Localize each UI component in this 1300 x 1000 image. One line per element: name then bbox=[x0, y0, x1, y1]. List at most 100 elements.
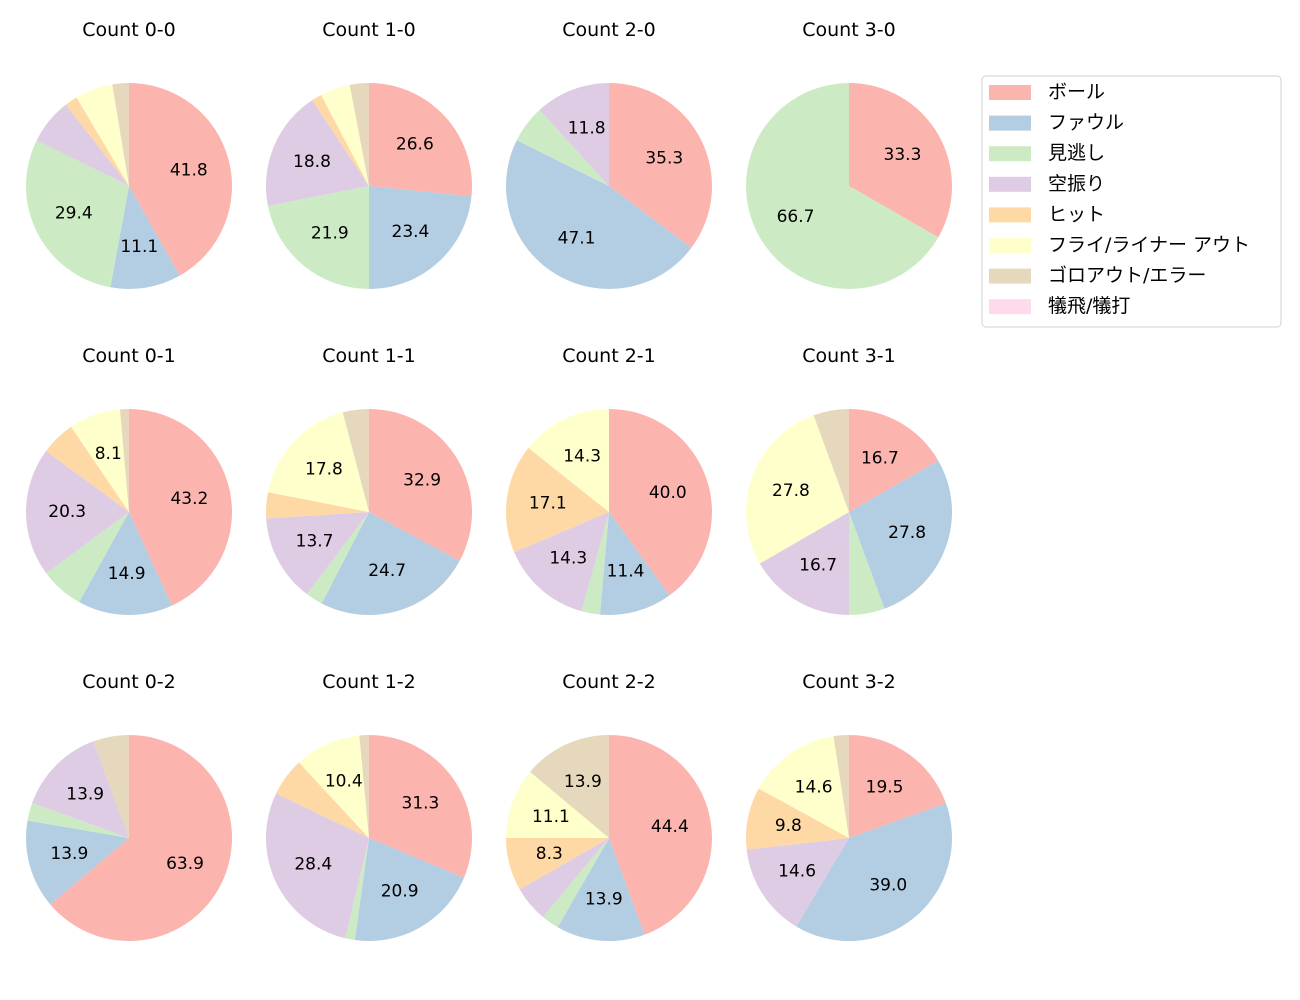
pie-slice bbox=[298, 735, 369, 838]
pie-7: Count 2-1 40.0 11.4 14.3 17.1 14.3 bbox=[506, 345, 713, 615]
slice-label: 27.8 bbox=[888, 523, 926, 543]
pie-title: Count 0-0 bbox=[82, 19, 176, 41]
pie-slice bbox=[849, 83, 953, 238]
pie-slice bbox=[539, 83, 609, 186]
pie-slice bbox=[609, 83, 712, 248]
pie-slice bbox=[26, 820, 130, 905]
slice-label: 31.3 bbox=[402, 794, 440, 814]
slice-label: 24.7 bbox=[368, 561, 406, 581]
pie-slice bbox=[312, 94, 369, 186]
pie-slice bbox=[112, 83, 129, 186]
slice-label: 13.9 bbox=[564, 772, 602, 792]
slice-label: 66.7 bbox=[777, 207, 815, 227]
legend-label: ヒット bbox=[1048, 203, 1105, 225]
slice-label: 44.4 bbox=[651, 817, 689, 837]
pie-slice bbox=[516, 109, 609, 186]
legend-frame bbox=[981, 75, 1282, 328]
legend-label: ファウル bbox=[1048, 112, 1124, 134]
pie-8: Count 3-1 16.7 27.8 16.7 27.8 bbox=[746, 345, 952, 615]
pie-2: Count 1-0 26.6 23.4 21.9 18.8 bbox=[266, 19, 473, 289]
pie-slice bbox=[79, 512, 172, 615]
pie-slice bbox=[542, 838, 609, 928]
pie-slice bbox=[27, 802, 129, 838]
pie-slice bbox=[506, 447, 609, 553]
legend-swatch bbox=[989, 146, 1031, 162]
slice-label: 32.9 bbox=[403, 470, 441, 490]
slice-label: 47.1 bbox=[558, 229, 596, 249]
legend-label: フライ/ライナー アウト bbox=[1048, 234, 1250, 256]
pie-slice bbox=[71, 409, 129, 512]
pie-slice bbox=[369, 186, 472, 289]
slice-label: 11.4 bbox=[607, 562, 645, 582]
pie-title: Count 3-2 bbox=[802, 671, 896, 693]
slice-label: 11.1 bbox=[532, 807, 570, 827]
pie-1: Count 0-0 41.8 11.1 29.4 bbox=[25, 19, 233, 289]
pie-slice bbox=[266, 492, 369, 519]
pie-slice bbox=[599, 512, 670, 615]
pie-slice bbox=[833, 735, 849, 838]
slice-label: 20.9 bbox=[381, 882, 419, 902]
slice-label: 14.6 bbox=[795, 777, 833, 797]
pie-slice bbox=[609, 735, 713, 935]
slice-label: 16.7 bbox=[799, 556, 837, 576]
pie-slice bbox=[746, 415, 849, 564]
pie-12: Count 3-2 19.5 39.0 14.6 9.8 14.6 bbox=[746, 671, 952, 941]
pie-3: Count 2-0 35.3 47.1 11.8 bbox=[505, 19, 712, 290]
pie-slice bbox=[306, 512, 369, 604]
pie-slice bbox=[359, 735, 369, 838]
pie-slice bbox=[354, 838, 465, 941]
legend-swatch bbox=[989, 299, 1031, 315]
pie-5: Count 0-1 43.2 14.9 20.3 8.1 bbox=[25, 345, 232, 615]
legend-label: ゴロアウト/エラー bbox=[1048, 265, 1206, 287]
legend-label: ボール bbox=[1048, 81, 1105, 103]
pie-slice bbox=[369, 409, 473, 562]
pie-slice bbox=[129, 409, 232, 606]
slice-label: 11.8 bbox=[568, 118, 606, 138]
slice-label: 33.3 bbox=[884, 145, 922, 165]
pie-slice bbox=[65, 97, 129, 186]
slice-label: 13.9 bbox=[50, 844, 88, 864]
pie-slice bbox=[342, 409, 369, 512]
pie-slice bbox=[609, 409, 713, 596]
pie-slice bbox=[849, 460, 952, 609]
pie-slice bbox=[321, 512, 460, 615]
pie-slice bbox=[369, 83, 473, 197]
legend-swatch bbox=[989, 207, 1031, 223]
slice-label: 39.0 bbox=[869, 876, 907, 896]
pie-6: Count 1-1 32.9 24.7 13.7 17.8 bbox=[266, 345, 473, 615]
slice-label: 18.8 bbox=[293, 152, 331, 172]
slice-label: 23.4 bbox=[392, 222, 430, 242]
slice-label: 13.7 bbox=[296, 531, 334, 551]
pie-slice bbox=[745, 83, 939, 289]
pie-slice bbox=[746, 788, 849, 850]
slice-label: 14.3 bbox=[563, 446, 601, 466]
pie-slice bbox=[581, 512, 609, 615]
slice-label: 28.4 bbox=[294, 855, 332, 875]
slice-label: 17.8 bbox=[305, 460, 343, 480]
pie-slice bbox=[46, 426, 129, 512]
pie-title: Count 1-2 bbox=[322, 671, 416, 693]
pie-slice bbox=[796, 803, 952, 941]
slice-label: 43.2 bbox=[170, 489, 208, 509]
slice-label: 21.9 bbox=[311, 224, 349, 244]
pie-slice bbox=[265, 793, 369, 939]
slice-label: 63.9 bbox=[166, 854, 204, 874]
pie-slice bbox=[506, 838, 609, 890]
pie-title: Count 0-1 bbox=[82, 345, 176, 367]
pie-slice bbox=[345, 838, 369, 941]
pie-slice bbox=[528, 409, 609, 512]
pie-title: Count 0-2 bbox=[82, 671, 176, 693]
pie-slice bbox=[93, 735, 129, 838]
pie-slice bbox=[849, 409, 939, 512]
pie-slice bbox=[813, 409, 849, 512]
pie-slice bbox=[506, 771, 609, 838]
pie-slice bbox=[557, 838, 645, 941]
slice-label: 29.4 bbox=[55, 204, 93, 224]
pie-slice bbox=[267, 186, 369, 289]
pie-slice bbox=[505, 140, 692, 290]
pie-slice bbox=[129, 83, 233, 276]
slice-label: 14.9 bbox=[108, 564, 146, 584]
pie-title: Count 1-0 bbox=[322, 19, 416, 41]
legend-swatch bbox=[989, 268, 1031, 284]
